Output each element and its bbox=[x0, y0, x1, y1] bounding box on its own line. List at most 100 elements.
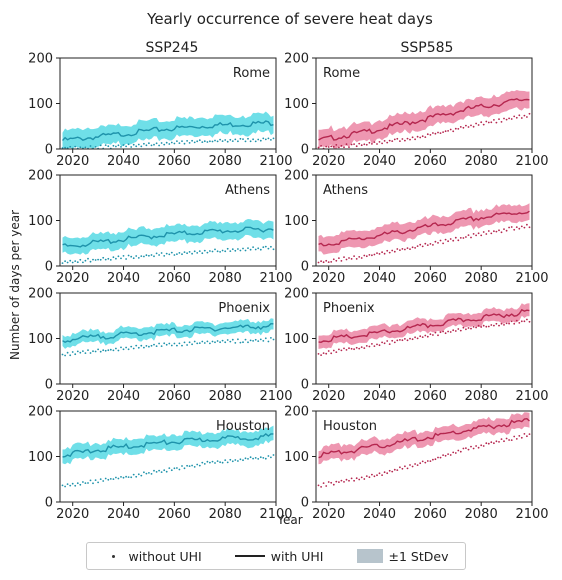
without-uhi-point bbox=[383, 140, 386, 142]
without-uhi-point bbox=[462, 237, 465, 239]
without-uhi-point bbox=[84, 352, 87, 354]
without-uhi-point bbox=[201, 340, 204, 343]
without-uhi-point bbox=[165, 252, 168, 255]
without-uhi-point bbox=[231, 460, 234, 463]
without-uhi-point bbox=[447, 330, 449, 333]
without-uhi-point bbox=[490, 232, 493, 235]
without-uhi-point bbox=[89, 260, 92, 263]
panel-houston-ssp245: 0 100 200 2020 2040 2060 2080 2100 Houston bbox=[28, 405, 292, 523]
without-uhi-point bbox=[178, 342, 181, 345]
without-uhi-point bbox=[343, 347, 345, 350]
without-uhi-point bbox=[247, 341, 249, 344]
legend-label-without-uhi: without UHI bbox=[128, 548, 202, 564]
without-uhi-point bbox=[360, 346, 363, 348]
without-uhi-point bbox=[348, 257, 350, 259]
without-uhi-point bbox=[335, 144, 338, 146]
without-uhi-point bbox=[150, 254, 153, 256]
without-uhi-point bbox=[155, 252, 158, 255]
without-uhi-point bbox=[528, 112, 531, 115]
without-uhi-point bbox=[150, 144, 153, 147]
without-uhi-point bbox=[444, 238, 447, 241]
without-uhi-point bbox=[237, 248, 239, 250]
without-uhi-point bbox=[259, 456, 262, 459]
without-uhi-point bbox=[520, 436, 523, 439]
y-tick-label: 200 bbox=[284, 287, 309, 302]
without-uhi-point bbox=[170, 344, 173, 347]
without-uhi-point bbox=[66, 483, 69, 485]
without-uhi-point bbox=[198, 342, 201, 344]
without-uhi-point bbox=[219, 461, 222, 464]
without-uhi-point bbox=[411, 246, 414, 249]
without-uhi-point bbox=[348, 347, 350, 350]
without-uhi-point bbox=[191, 139, 194, 142]
without-uhi-point bbox=[224, 139, 227, 141]
without-uhi-point bbox=[168, 253, 171, 256]
without-uhi-point bbox=[350, 347, 353, 350]
without-uhi-point bbox=[150, 473, 153, 475]
without-uhi-point bbox=[520, 117, 523, 119]
without-uhi-point bbox=[66, 261, 69, 264]
without-uhi-point bbox=[206, 251, 209, 254]
without-uhi-point bbox=[322, 261, 325, 264]
without-uhi-point bbox=[130, 476, 133, 479]
without-uhi-point bbox=[472, 233, 475, 235]
without-uhi-point bbox=[89, 479, 92, 482]
without-uhi-point bbox=[365, 255, 368, 258]
without-uhi-point bbox=[178, 468, 181, 471]
without-uhi-point bbox=[363, 347, 366, 349]
y-tick-label: 0 bbox=[45, 496, 53, 511]
without-uhi-point bbox=[391, 140, 394, 143]
without-uhi-point bbox=[383, 252, 386, 255]
without-uhi-point bbox=[203, 342, 206, 344]
without-uhi-point bbox=[257, 458, 260, 460]
with-uhi-line-rome-ssp245 bbox=[61, 120, 274, 141]
without-uhi-point bbox=[117, 349, 120, 352]
without-uhi-point bbox=[178, 252, 181, 254]
without-uhi-point bbox=[388, 469, 391, 472]
x-tick-label: 2100 bbox=[515, 271, 548, 286]
without-uhi-point bbox=[452, 239, 455, 242]
city-label-phoenix-ssp245: Phoenix bbox=[218, 301, 270, 316]
without-uhi-point bbox=[92, 482, 94, 485]
without-uhi-point bbox=[338, 257, 340, 259]
stdev-band-houston-ssp245 bbox=[62, 425, 274, 465]
without-uhi-point bbox=[262, 340, 265, 342]
without-uhi-point bbox=[165, 141, 168, 144]
without-uhi-point bbox=[259, 248, 262, 251]
without-uhi-point bbox=[244, 338, 247, 341]
without-uhi-point bbox=[335, 480, 338, 483]
without-uhi-point bbox=[325, 485, 328, 487]
without-uhi-point bbox=[345, 258, 348, 261]
without-uhi-point bbox=[320, 260, 322, 263]
x-axis-label: Year bbox=[276, 513, 302, 527]
without-uhi-point bbox=[79, 258, 82, 261]
without-uhi-point bbox=[320, 354, 322, 356]
without-uhi-point bbox=[444, 454, 447, 457]
without-uhi-point bbox=[487, 121, 490, 124]
without-uhi-point bbox=[252, 340, 255, 342]
x-tick-label: 2060 bbox=[158, 154, 191, 169]
x-tick-label: 2040 bbox=[363, 389, 396, 404]
without-uhi-point bbox=[104, 349, 107, 352]
without-uhi-point bbox=[444, 332, 447, 335]
without-uhi-point bbox=[429, 460, 432, 462]
without-uhi-point bbox=[327, 146, 330, 148]
without-uhi-point bbox=[211, 340, 214, 343]
without-uhi-point bbox=[429, 134, 432, 136]
without-uhi-point bbox=[99, 258, 102, 261]
without-uhi-point bbox=[381, 142, 383, 145]
without-uhi-point bbox=[363, 254, 366, 257]
x-tick-label: 2080 bbox=[209, 389, 242, 404]
without-uhi-point bbox=[191, 252, 194, 255]
without-uhi-point bbox=[120, 476, 122, 478]
without-uhi-point bbox=[97, 258, 99, 261]
without-uhi-point bbox=[74, 145, 77, 148]
without-uhi-point bbox=[459, 237, 462, 239]
without-uhi-point bbox=[376, 343, 378, 346]
without-uhi-point bbox=[242, 247, 244, 250]
without-uhi-point bbox=[231, 338, 234, 341]
without-uhi-point bbox=[165, 343, 168, 346]
without-uhi-point bbox=[470, 327, 472, 330]
without-uhi-point bbox=[409, 138, 411, 141]
without-uhi-point bbox=[186, 344, 189, 346]
